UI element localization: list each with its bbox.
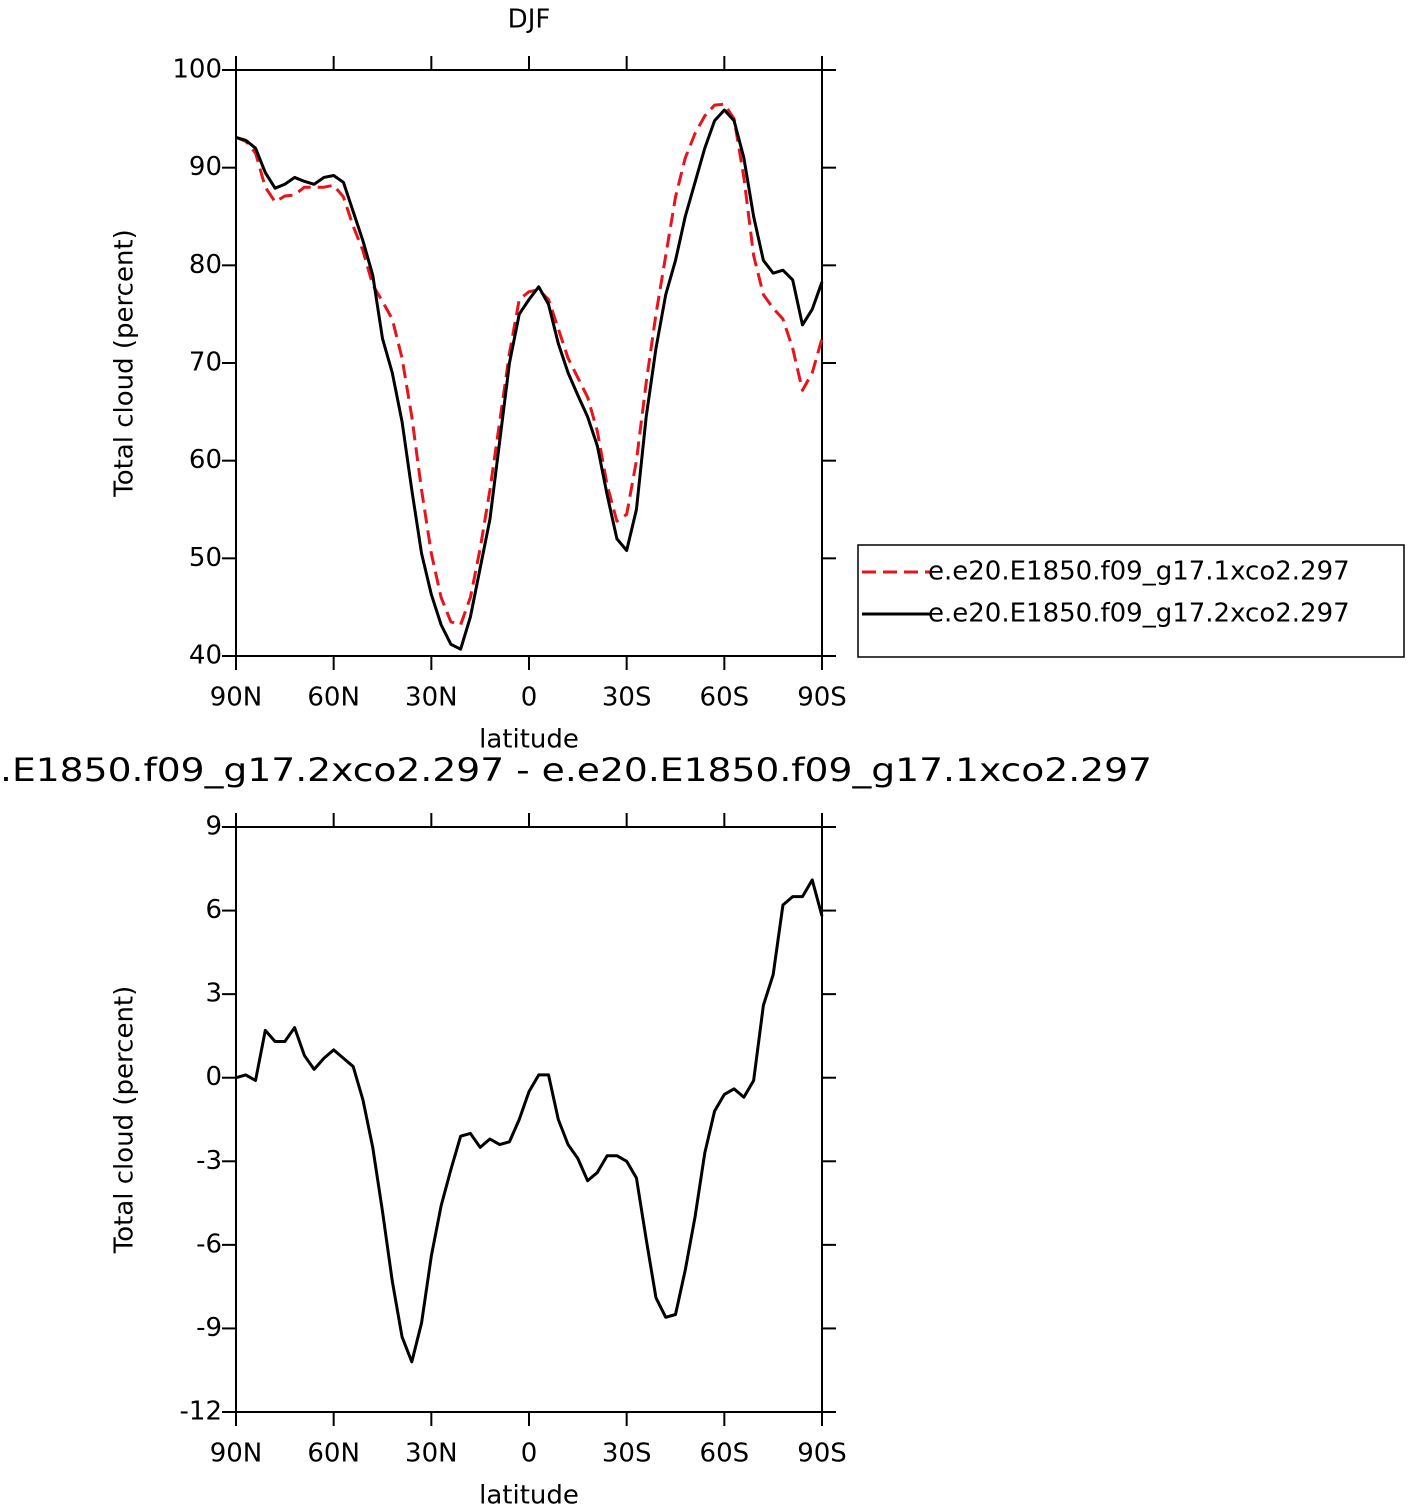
data-line <box>235 108 824 651</box>
plot-frame <box>235 826 823 1413</box>
y-tick-label: 60 <box>189 445 222 475</box>
y-tick-label: 70 <box>189 348 222 378</box>
x-tick-label: 90N <box>210 683 263 713</box>
x-tick-label: 0 <box>521 1439 538 1469</box>
x-tick-label: 90N <box>210 1439 263 1469</box>
x-tick-label: 30S <box>602 1439 652 1469</box>
y-tick-label: 3 <box>205 979 222 1009</box>
x-tick-label: 90S <box>797 1439 847 1469</box>
x-tick-label: 0 <box>521 683 538 713</box>
y-tick-label: 50 <box>189 543 222 573</box>
y-tick-label: 40 <box>189 641 222 671</box>
x-tick-label: 30S <box>602 683 652 713</box>
y-tick-label: 6 <box>205 895 222 925</box>
y-tick-label: 90 <box>189 152 222 182</box>
legend-label: e.e20.E1850.f09_g17.1xco2.297 <box>928 557 1350 587</box>
x-tick-label: 60S <box>700 1439 750 1469</box>
x-tick-label: 60S <box>700 683 750 713</box>
y-tick-label: 80 <box>189 250 222 280</box>
y-tick-label: 100 <box>172 55 222 85</box>
chart-title: .E1850.f09_g17.2xco2.297 - e.e20.E1850.f… <box>0 751 1152 789</box>
x-tick-label: 90S <box>797 683 847 713</box>
y-tick-label: -3 <box>196 1146 222 1176</box>
x-tick-label: 60N <box>307 1439 360 1469</box>
plot-frame <box>235 69 823 657</box>
y-tick-label: -6 <box>196 1229 222 1259</box>
x-tick-label: 60N <box>307 683 360 713</box>
legend-box <box>857 544 1405 658</box>
y-tick-label: 9 <box>205 812 222 842</box>
y-tick-label: -9 <box>196 1313 222 1343</box>
data-line <box>235 102 824 627</box>
y-tick-label: 0 <box>205 1062 222 1092</box>
y-tick-label: -12 <box>180 1397 222 1427</box>
y-axis-label: Total cloud (percent) <box>110 229 140 498</box>
x-tick-label: 30N <box>405 683 458 713</box>
y-axis-label: Total cloud (percent) <box>110 986 140 1255</box>
legend-label: e.e20.E1850.f09_g17.2xco2.297 <box>928 599 1350 629</box>
x-axis-label: latitude <box>479 1481 579 1511</box>
data-line <box>235 878 824 1364</box>
x-axis-label: latitude <box>479 725 579 755</box>
x-tick-label: 30N <box>405 1439 458 1469</box>
chart-title: DJF <box>508 5 551 35</box>
